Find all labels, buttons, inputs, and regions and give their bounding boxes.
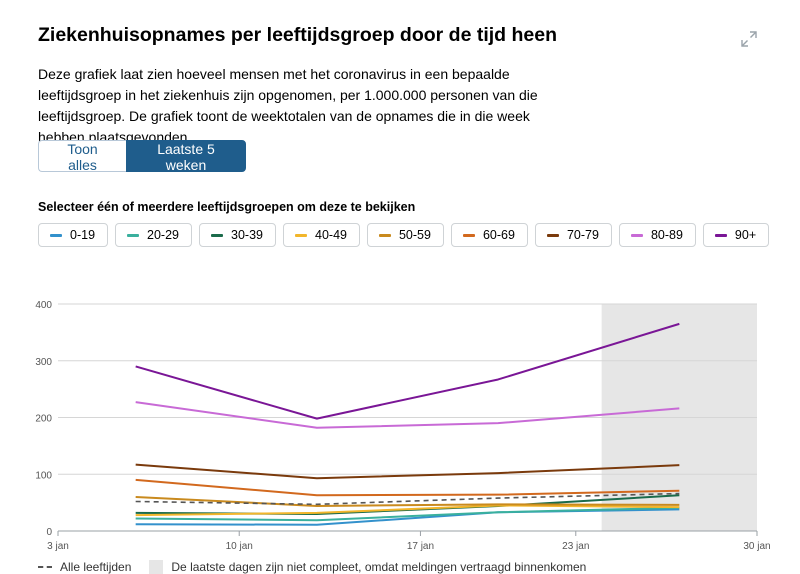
- all-ages-dash-swatch: [38, 566, 52, 568]
- chip-20-29[interactable]: 20-29: [115, 223, 193, 247]
- swatch-80-89: [630, 233, 643, 237]
- chip-60-69[interactable]: 60-69: [450, 223, 528, 247]
- line-chart: 0 100 200 300 400 3 jan 10 jan 17 jan 23 jan 30 j…: [35, 300, 770, 552]
- y-tick-label-200: 200: [35, 414, 52, 425]
- age-group-select-label: Selecteer één of meerdere leeftijdsgroep…: [38, 200, 416, 214]
- chip-label-90-plus: 90+: [734, 228, 757, 242]
- chip-label-40-49: 40-49: [315, 228, 347, 242]
- page-title: Ziekenhuisopnames per leeftijdsgroep doo…: [38, 24, 558, 46]
- y-tick-label-400: 400: [35, 300, 52, 311]
- chip-40-49[interactable]: 40-49: [283, 223, 360, 247]
- series-line-40-49: [135, 504, 680, 517]
- swatch-90-plus: [714, 233, 727, 237]
- chip-30-39[interactable]: 30-39: [199, 223, 276, 247]
- incomplete-swatch: [149, 560, 164, 574]
- y-tick-label-0: 0: [46, 527, 52, 538]
- y-tick-label-100: 100: [35, 470, 52, 481]
- chip-label-0-19: 0-19: [70, 228, 96, 242]
- chart-description: Deze grafiek laat zien hoeveel mensen me…: [38, 66, 538, 145]
- series-line-70-79: [135, 463, 680, 480]
- legend-all-ages: Alle leeftijden: [60, 560, 132, 574]
- x-tick-label-1: 10 jan: [226, 541, 253, 552]
- chip-label-60-69: 60-69: [482, 228, 515, 242]
- swatch-0-19: [50, 233, 62, 237]
- swatch-70-79: [546, 233, 559, 237]
- series-line-80-89: [135, 401, 680, 429]
- legend-incomplete-note: De laatste dagen zijn niet compleet, omd…: [171, 560, 587, 574]
- chip-label-50-59: 50-59: [398, 228, 431, 242]
- swatch-20-29: [127, 233, 140, 237]
- chip-50-59[interactable]: 50-59: [366, 223, 444, 247]
- chip-70-79[interactable]: 70-79: [534, 223, 612, 247]
- x-tick-label-4: 30 jan: [743, 541, 770, 552]
- chip-label-70-79: 70-79: [566, 228, 599, 242]
- series-line-60-69: [135, 478, 680, 497]
- series-line-90-plus: [135, 322, 680, 420]
- time-range-toggle: Toon alles Laatste 5 weken: [38, 140, 246, 173]
- series-line-20-29: [135, 506, 680, 522]
- x-tick-label-0: 3 jan: [47, 541, 69, 552]
- chip-label-30-39: 30-39: [231, 228, 263, 242]
- last-5-weeks-button[interactable]: Laatste 5 weken: [126, 140, 246, 173]
- chip-label-80-89: 80-89: [650, 228, 683, 242]
- swatch-40-49: [295, 233, 307, 237]
- x-tick-label-2: 17 jan: [407, 541, 434, 552]
- chip-80-89[interactable]: 80-89: [618, 223, 696, 247]
- chart-legend: Alle leeftijden De laatste dagen zijn ni…: [38, 560, 586, 574]
- series-line-alle-leeftijden: [135, 492, 680, 506]
- y-tick-label-300: 300: [35, 357, 52, 368]
- chip-90-plus[interactable]: 90+: [702, 223, 770, 247]
- series-line-50-59: [135, 495, 680, 508]
- expand-icon[interactable]: [740, 30, 758, 48]
- age-group-chips: 0-19 20-29 30-39 40-49 50-59 60-69 70-79…: [38, 223, 776, 247]
- chip-0-19[interactable]: 0-19: [38, 223, 109, 247]
- chip-label-20-29: 20-29: [147, 228, 180, 242]
- swatch-50-59: [378, 233, 391, 237]
- x-tick-label-3: 23 jan: [562, 541, 589, 552]
- show-all-button[interactable]: Toon alles: [38, 140, 126, 173]
- swatch-30-39: [211, 233, 224, 237]
- swatch-60-69: [462, 233, 475, 237]
